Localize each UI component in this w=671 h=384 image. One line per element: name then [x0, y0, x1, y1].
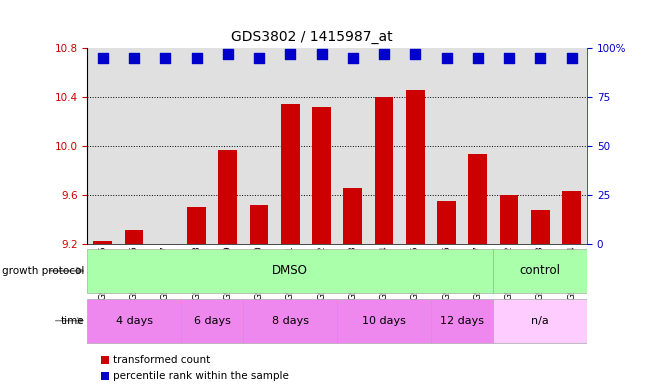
Bar — [374, 97, 393, 244]
Text: time: time — [60, 316, 84, 326]
Bar — [312, 107, 331, 244]
Bar — [93, 242, 112, 244]
Bar — [125, 230, 144, 244]
Point — [535, 55, 546, 61]
Bar — [338, 298, 431, 343]
Text: n/a: n/a — [531, 316, 549, 326]
Bar — [187, 207, 206, 244]
Text: 10 days: 10 days — [362, 316, 406, 326]
Point — [348, 55, 358, 61]
Bar — [219, 150, 238, 244]
Text: percentile rank within the sample: percentile rank within the sample — [113, 371, 289, 381]
Text: growth protocol: growth protocol — [1, 266, 84, 276]
Point — [441, 55, 452, 61]
Point — [191, 55, 202, 61]
Bar — [406, 89, 425, 244]
Text: 4 days: 4 days — [115, 316, 152, 326]
Point — [378, 51, 389, 57]
Bar — [344, 187, 362, 244]
Point — [285, 51, 296, 57]
Point — [97, 55, 108, 61]
Bar — [437, 201, 456, 244]
Text: transformed count: transformed count — [113, 355, 210, 365]
Text: 8 days: 8 days — [272, 316, 309, 326]
Point — [254, 55, 264, 61]
Title: GDS3802 / 1415987_at: GDS3802 / 1415987_at — [231, 30, 393, 44]
Point — [316, 51, 327, 57]
Bar — [531, 210, 550, 244]
Point — [129, 55, 140, 61]
Point — [223, 51, 234, 57]
Bar — [493, 298, 587, 343]
Point — [504, 55, 515, 61]
Text: 12 days: 12 days — [440, 316, 484, 326]
Bar — [431, 298, 493, 343]
Bar — [87, 298, 181, 343]
Bar — [87, 248, 493, 293]
Text: DMSO: DMSO — [272, 264, 308, 277]
Point — [472, 55, 483, 61]
Bar — [281, 104, 300, 244]
Bar — [250, 205, 268, 244]
Bar — [468, 154, 487, 244]
Point — [410, 51, 421, 57]
Text: 6 days: 6 days — [194, 316, 231, 326]
Bar — [500, 195, 519, 244]
Bar — [562, 191, 581, 244]
Text: control: control — [520, 264, 561, 277]
Bar — [493, 248, 587, 293]
Bar — [181, 298, 244, 343]
Point — [160, 55, 170, 61]
Point — [566, 55, 577, 61]
Bar — [244, 298, 338, 343]
